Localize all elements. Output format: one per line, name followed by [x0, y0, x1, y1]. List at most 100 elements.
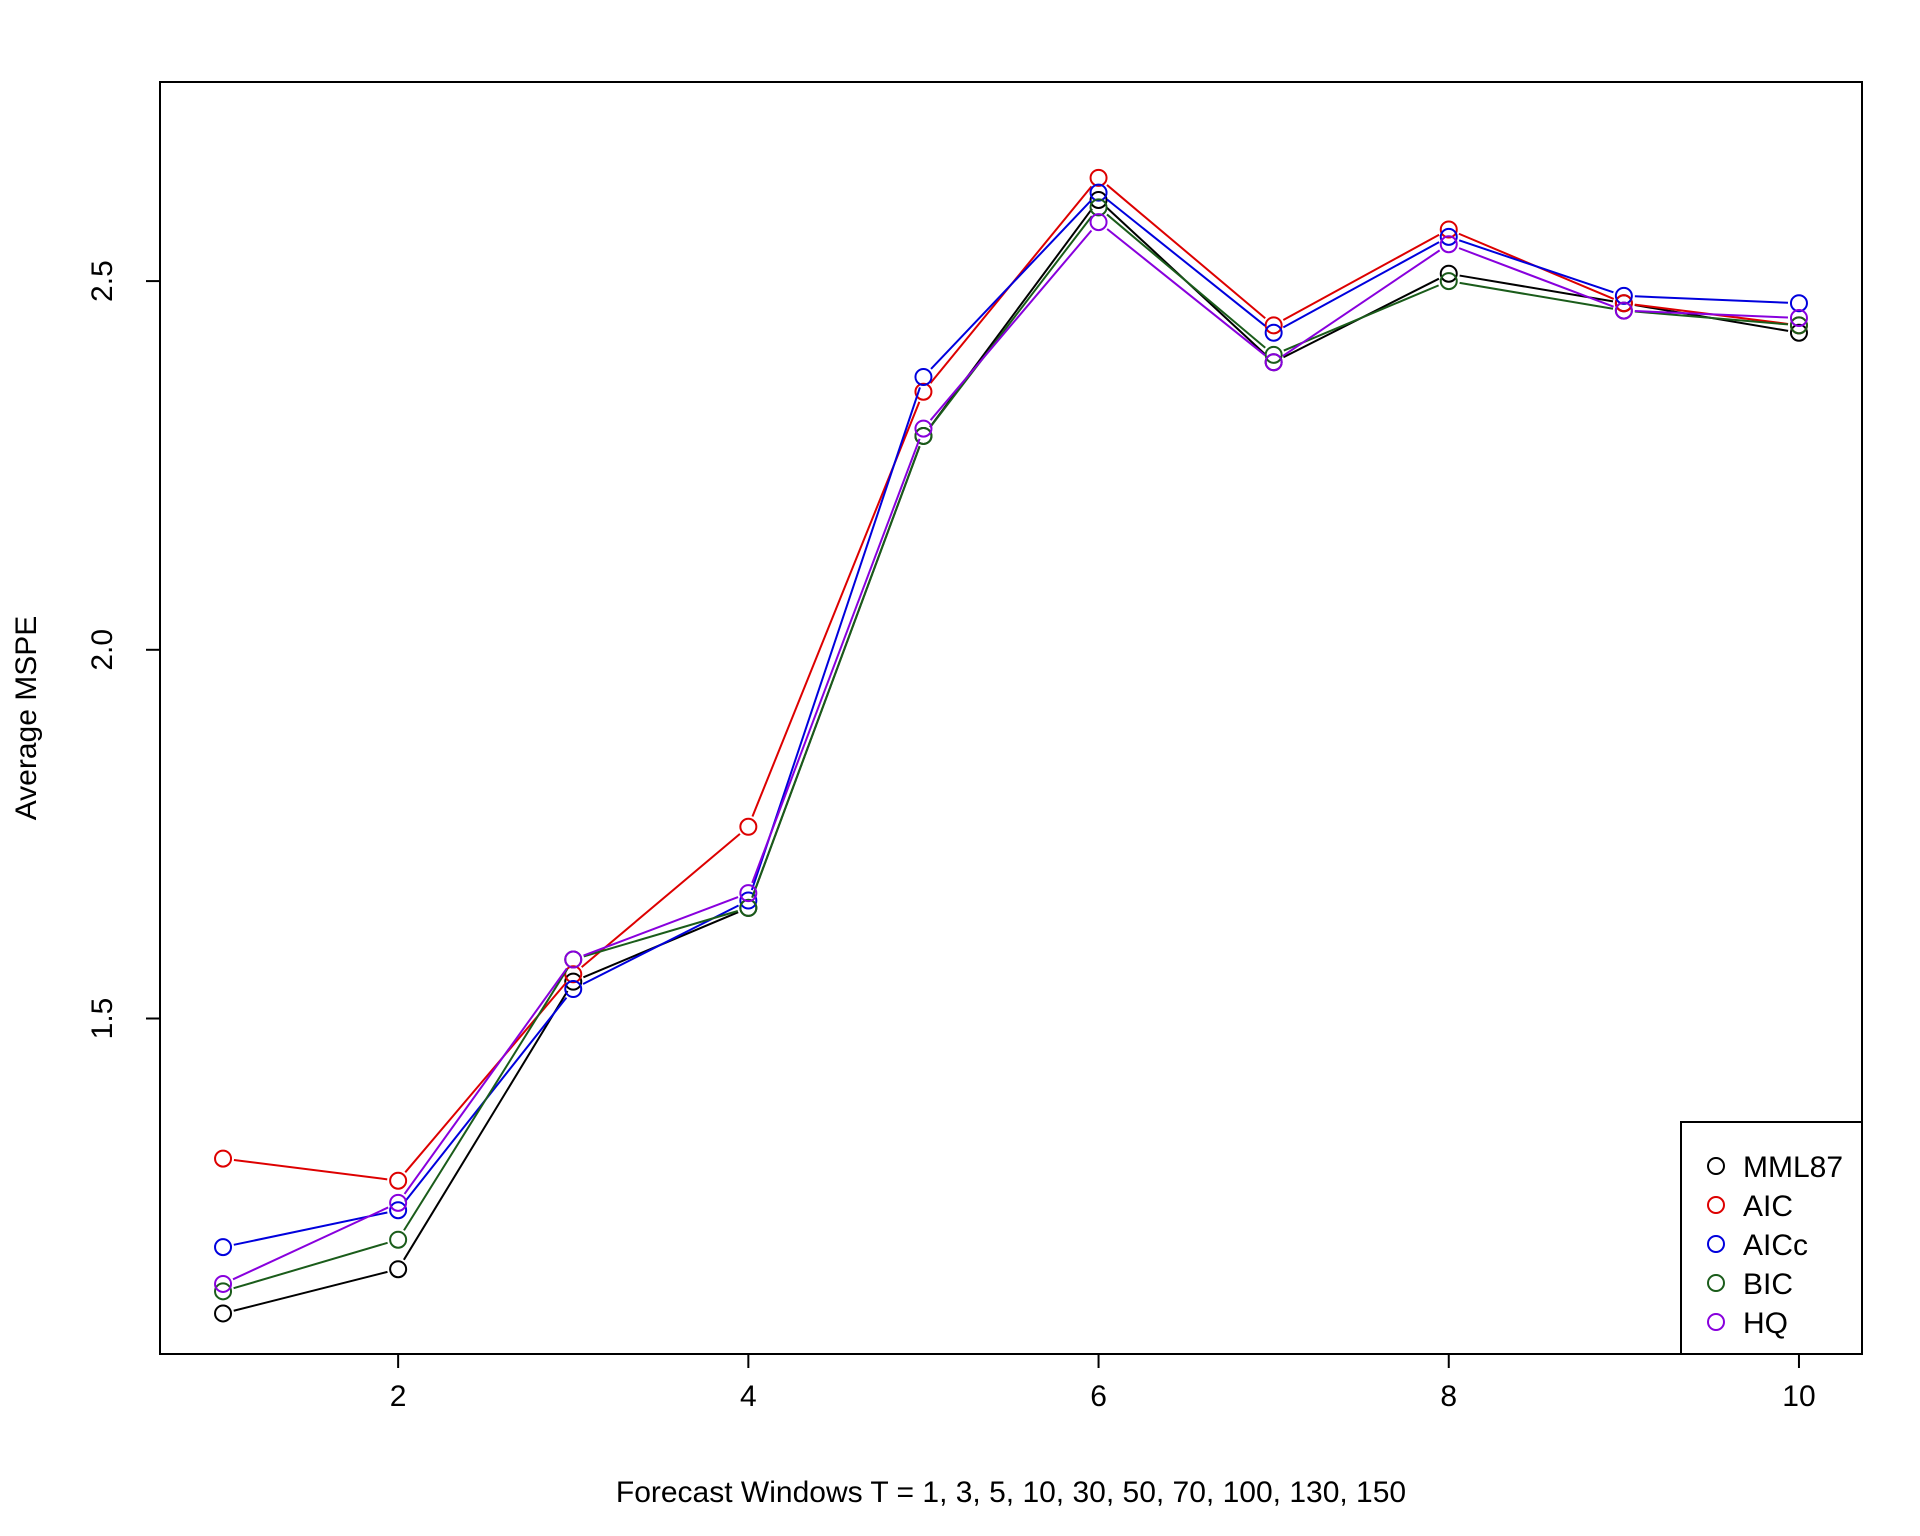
series-line-segment — [403, 968, 569, 1231]
data-point — [1789, 323, 1808, 342]
y-tick-label: 2.5 — [86, 260, 119, 302]
data-point — [1614, 286, 1633, 305]
series-line-segment — [233, 1211, 388, 1246]
data-point — [1089, 183, 1108, 202]
series-line-segment — [1106, 184, 1266, 320]
data-point — [1439, 235, 1458, 254]
x-tick-label: 2 — [390, 1380, 407, 1413]
data-point — [214, 1238, 233, 1257]
x-tick-label: 4 — [740, 1380, 757, 1413]
data-point — [1614, 294, 1633, 313]
data-point — [739, 817, 758, 836]
data-point — [914, 419, 933, 438]
y-axis-label: Average MSPE — [10, 616, 43, 821]
data-point — [739, 884, 758, 903]
series-line-segment — [583, 910, 739, 958]
data-point — [389, 1201, 408, 1220]
series-line-segment — [929, 229, 1093, 421]
series-hq — [214, 213, 1808, 1293]
data-point — [914, 426, 933, 445]
series-line-segment — [403, 990, 569, 1261]
series-line-segment — [581, 833, 741, 968]
data-point — [214, 1274, 233, 1293]
series-line-segment — [1459, 281, 1614, 310]
y-tick-label: 2.0 — [86, 629, 119, 671]
data-point — [564, 972, 583, 991]
data-point — [214, 1149, 233, 1168]
data-point — [1439, 220, 1458, 239]
x-tick-label: 6 — [1090, 1380, 1107, 1413]
legend-marker — [1707, 1235, 1725, 1253]
data-point — [214, 1304, 233, 1323]
data-point — [739, 891, 758, 910]
legend-marker — [1707, 1274, 1725, 1292]
series-line-segment — [1106, 213, 1266, 349]
data-point — [1789, 308, 1808, 327]
data-point — [214, 1282, 233, 1301]
series-line-segment — [930, 199, 1092, 370]
data-point — [739, 898, 758, 917]
series-line-segment — [583, 896, 739, 957]
data-point — [1264, 323, 1283, 342]
plot-frame — [159, 81, 1863, 1355]
series-line-segment — [1282, 233, 1440, 321]
series-layer — [214, 168, 1808, 1323]
data-point — [1089, 190, 1108, 209]
data-point — [1789, 316, 1808, 335]
series-line-segment — [751, 438, 921, 884]
y-tick-label: 1.5 — [86, 998, 119, 1040]
series-line-segment — [1282, 241, 1440, 329]
series-line-segment — [1458, 239, 1614, 294]
legend-label: BIC — [1743, 1268, 1793, 1301]
data-point — [914, 382, 933, 401]
series-line-segment — [1634, 310, 1789, 319]
y-axis: 1.5 2.0 2.5 — [86, 260, 160, 1039]
data-point — [914, 367, 933, 386]
series-line-segment — [232, 1206, 389, 1281]
data-point — [1089, 168, 1108, 187]
x-tick-label: 8 — [1440, 1380, 1457, 1413]
series-line-segment — [403, 967, 568, 1195]
x-tick-label: 10 — [1782, 1380, 1815, 1413]
data-point — [1264, 345, 1283, 364]
legend-marker — [1707, 1196, 1725, 1214]
legend-marker — [1707, 1157, 1725, 1175]
data-point — [389, 1230, 408, 1249]
data-point — [1439, 264, 1458, 283]
series-line-segment — [233, 1241, 388, 1290]
legend-marker — [1707, 1313, 1725, 1331]
data-point — [564, 965, 583, 984]
legend: MML87 AIC AICc BIC HQ — [1680, 1121, 1863, 1355]
series-line-segment — [233, 1270, 388, 1312]
series-line-segment — [1106, 198, 1266, 327]
data-point — [1439, 227, 1458, 246]
data-point — [389, 1260, 408, 1279]
legend-label: HQ — [1743, 1307, 1788, 1340]
x-axis: 2 4 6 8 10 — [390, 1354, 1816, 1413]
data-point — [1264, 316, 1283, 335]
legend-label: MML87 — [1743, 1151, 1843, 1184]
series-bic — [214, 198, 1808, 1301]
data-point — [1089, 198, 1108, 217]
series-line-segment — [1106, 228, 1266, 357]
data-point — [1614, 301, 1633, 320]
data-point — [389, 1193, 408, 1212]
series-aicc — [214, 183, 1808, 1257]
x-axis-label: Forecast Windows T = 1, 3, 5, 10, 30, 50… — [616, 1476, 1406, 1509]
series-line-segment — [1634, 310, 1789, 326]
series-line-segment — [750, 387, 921, 891]
series-line-segment — [1283, 284, 1440, 352]
series-line-segment — [233, 1158, 388, 1181]
series-line-segment — [751, 445, 921, 898]
data-point — [1264, 353, 1283, 372]
data-point — [1439, 272, 1458, 291]
legend-label: AIC — [1743, 1190, 1793, 1223]
series-line-segment — [1458, 247, 1614, 308]
data-point — [389, 1171, 408, 1190]
data-point — [1789, 294, 1808, 313]
series-line-segment — [1634, 295, 1789, 304]
series-line-segment — [929, 215, 1093, 428]
data-point — [1089, 213, 1108, 232]
series-line-segment — [1282, 249, 1441, 357]
